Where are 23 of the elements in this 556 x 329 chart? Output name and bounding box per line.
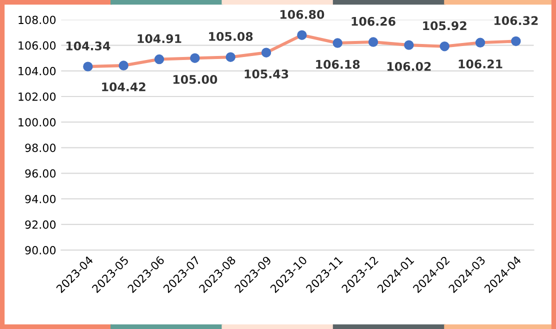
y-tick-label: 106.00 <box>18 41 56 50</box>
data-label: 104.34 <box>66 41 110 50</box>
y-tick-label: 108.00 <box>18 16 56 24</box>
data-label: 106.02 <box>387 62 431 71</box>
data-label: 104.42 <box>102 82 146 92</box>
data-label: 105.43 <box>244 69 288 78</box>
y-tick-label: 94.00 <box>25 194 56 204</box>
data-label: 106.80 <box>280 10 324 19</box>
y-tick-label: 102.00 <box>18 92 56 101</box>
data-label: 105.00 <box>173 75 218 84</box>
y-tick-label: 90.00 <box>25 246 56 254</box>
y-tick-label: 98.00 <box>25 144 56 152</box>
y-tick-label: 100.00 <box>18 118 56 126</box>
data-label: 106.32 <box>494 16 538 26</box>
data-label: 104.91 <box>138 34 182 44</box>
y-tick-label: 92.00 <box>25 220 56 229</box>
data-label: 106.21 <box>458 60 502 68</box>
y-tick-label: 96.00 <box>25 169 56 178</box>
data-label: 105.08 <box>209 32 253 41</box>
data-label: 106.18 <box>316 60 360 69</box>
y-tick-label: 104.00 <box>18 66 56 76</box>
data-label: 106.26 <box>352 16 396 26</box>
data-label: 105.92 <box>423 21 466 30</box>
